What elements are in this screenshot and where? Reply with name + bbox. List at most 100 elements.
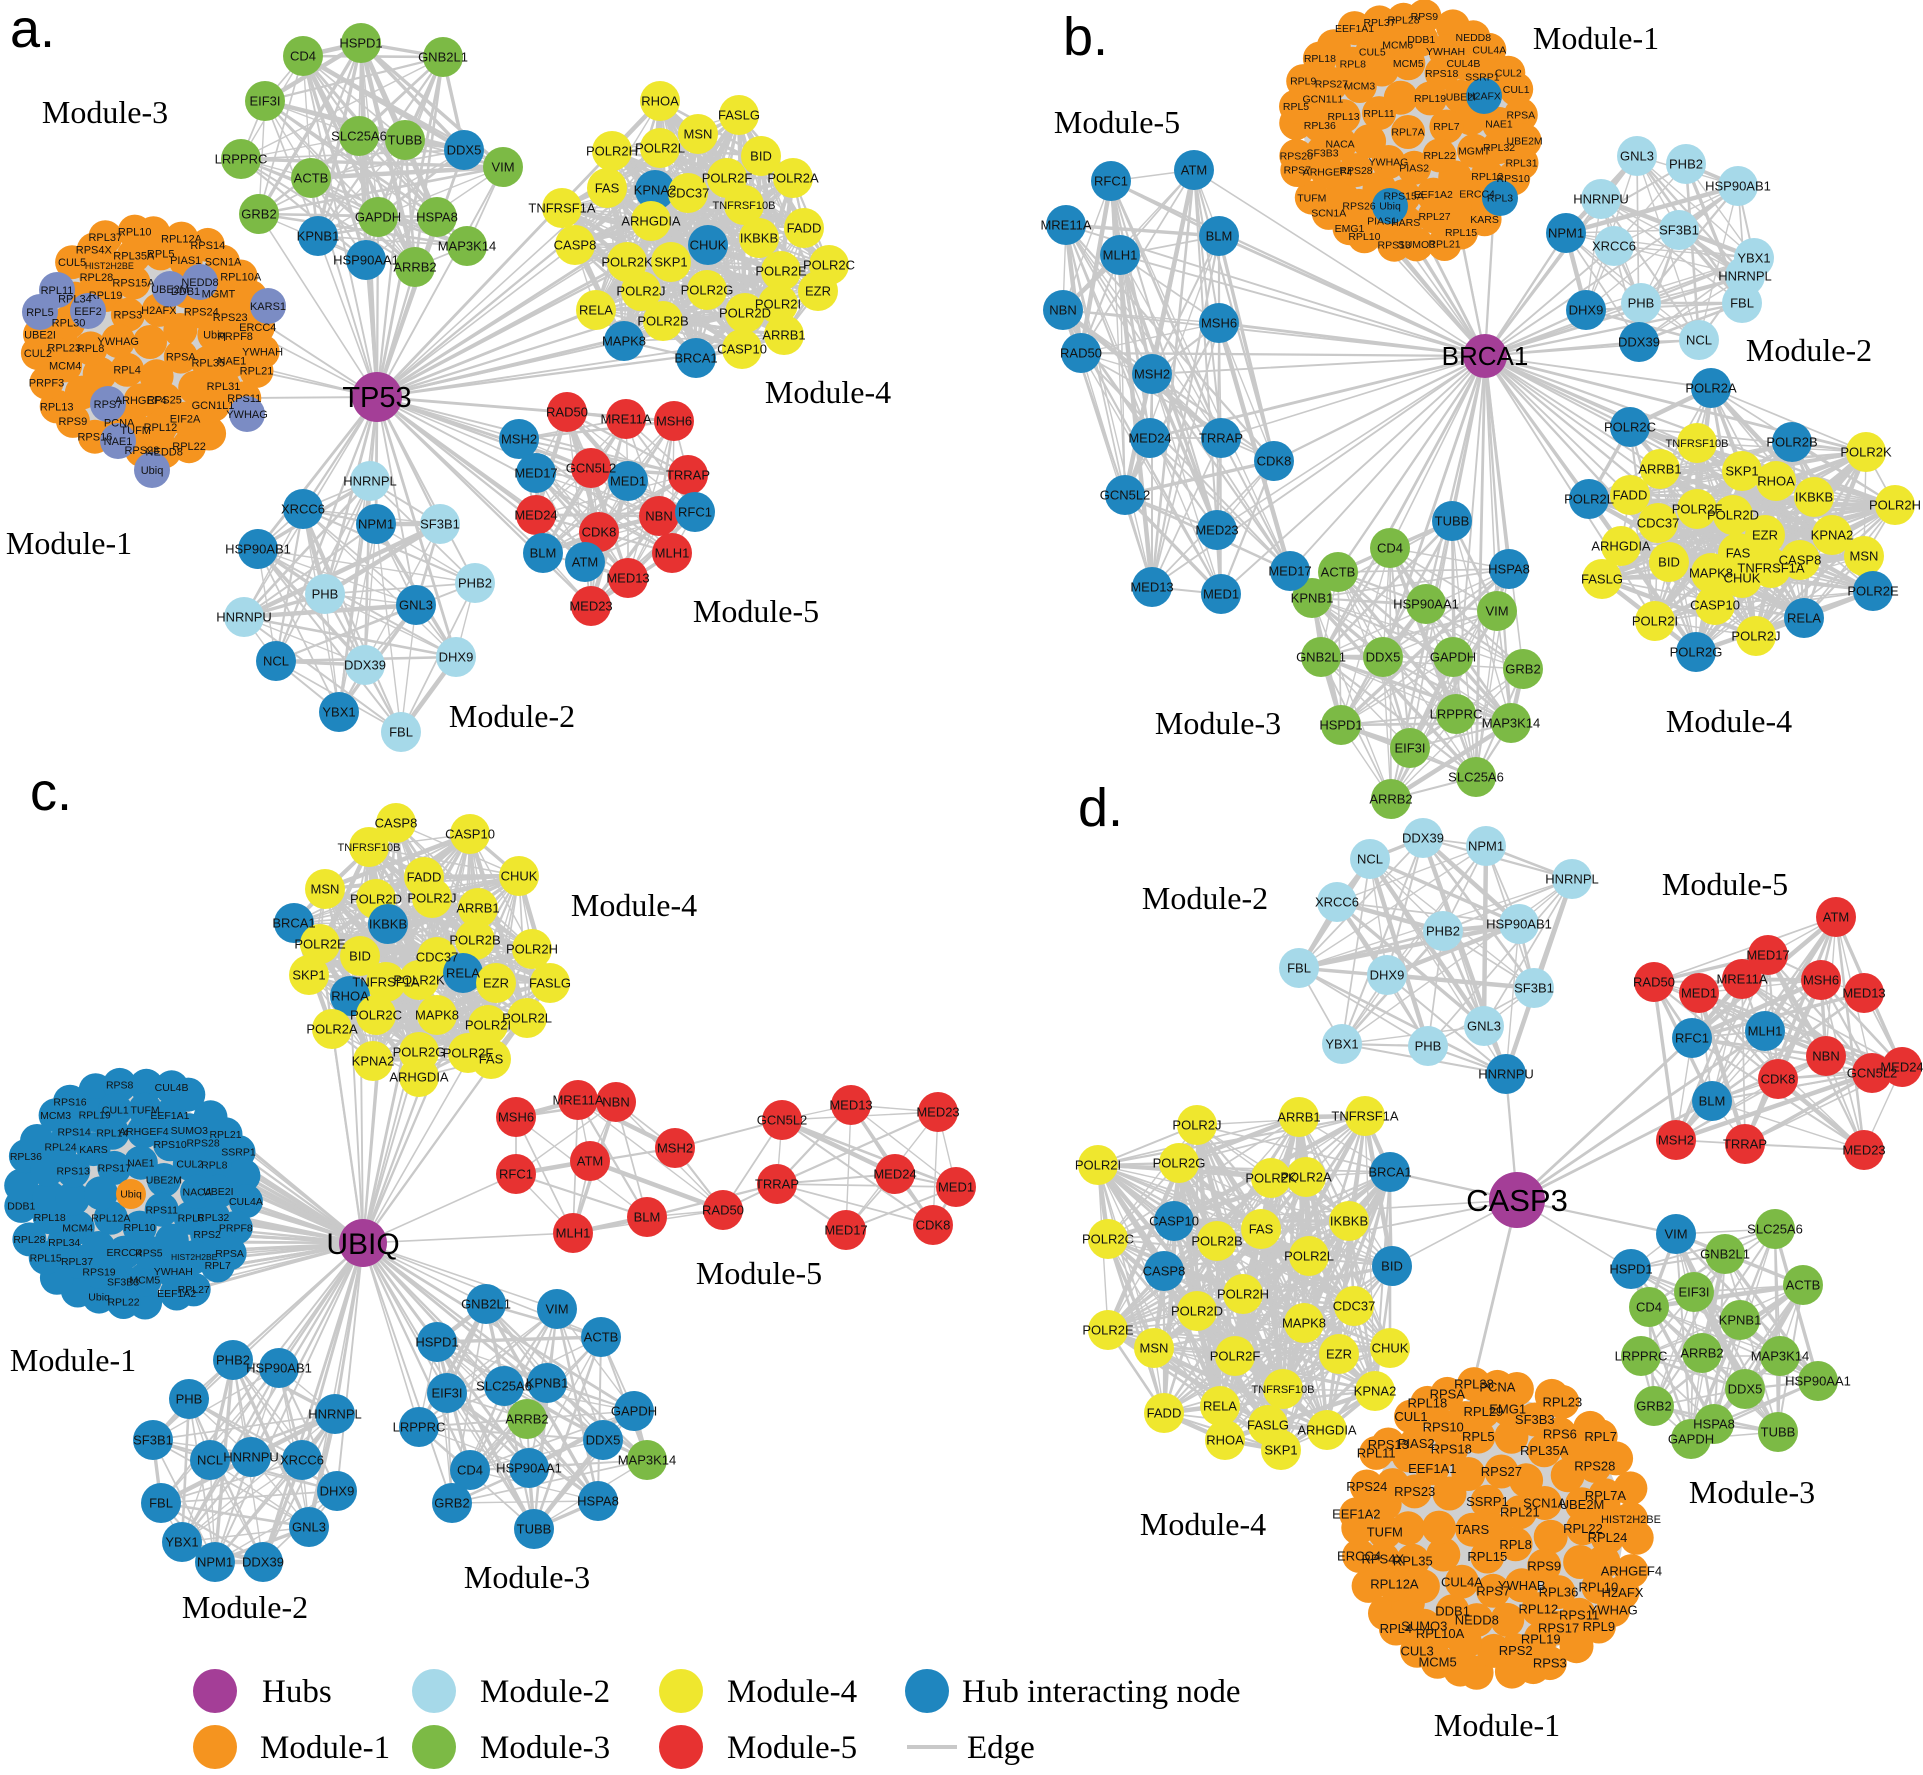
svg-text:DDX39: DDX39: [1402, 831, 1444, 846]
svg-text:MED24: MED24: [1128, 431, 1171, 446]
svg-text:POLR2A: POLR2A: [306, 1022, 358, 1037]
svg-text:ACTB: ACTB: [1321, 565, 1356, 580]
svg-text:GCN5L2: GCN5L2: [566, 461, 617, 476]
svg-text:BID: BID: [750, 149, 772, 164]
svg-text:POLR2D: POLR2D: [1707, 508, 1759, 523]
svg-text:RELA: RELA: [446, 966, 480, 981]
svg-text:MAPK8: MAPK8: [1282, 1316, 1326, 1331]
svg-text:GAPDH: GAPDH: [355, 210, 401, 225]
svg-text:NCL: NCL: [1686, 333, 1712, 348]
svg-text:CUL4A: CUL4A: [1472, 45, 1506, 57]
svg-text:RPL21: RPL21: [1428, 239, 1460, 251]
svg-text:MSH2: MSH2: [501, 432, 537, 447]
svg-text:MED13: MED13: [1130, 580, 1173, 595]
svg-text:Module-1: Module-1: [10, 1342, 136, 1378]
svg-text:RPL15: RPL15: [30, 1253, 62, 1265]
svg-text:RPS7: RPS7: [1284, 165, 1312, 177]
svg-text:RPL37: RPL37: [61, 1256, 93, 1268]
svg-text:DHX9: DHX9: [1569, 303, 1604, 318]
svg-text:RPS11: RPS11: [227, 393, 261, 405]
svg-text:TRRAP: TRRAP: [755, 1177, 799, 1192]
svg-text:MAP3K14: MAP3K14: [618, 1453, 677, 1468]
svg-text:BRCA1: BRCA1: [1442, 341, 1529, 371]
svg-text:PCNA: PCNA: [104, 418, 135, 430]
svg-text:Module-5: Module-5: [696, 1255, 822, 1291]
svg-text:RPL32: RPL32: [1483, 142, 1515, 154]
svg-text:POLR2A: POLR2A: [1280, 1170, 1332, 1185]
svg-text:GNB2L1: GNB2L1: [418, 50, 468, 65]
svg-text:RPL7: RPL7: [1433, 121, 1459, 133]
svg-text:Module-2: Module-2: [1142, 880, 1268, 916]
svg-text:PRPF3: PRPF3: [29, 377, 64, 389]
svg-text:RPL10: RPL10: [118, 226, 152, 238]
svg-text:Module-2: Module-2: [182, 1589, 308, 1625]
svg-text:TUBB: TUBB: [517, 1522, 552, 1537]
svg-text:ARHGDIA: ARHGDIA: [621, 214, 681, 229]
svg-text:PHB: PHB: [176, 1392, 203, 1407]
svg-text:EEF1A1: EEF1A1: [150, 1110, 189, 1122]
svg-text:POLR2E: POLR2E: [755, 264, 807, 279]
svg-text:MSH6: MSH6: [1201, 316, 1237, 331]
svg-text:Module-1: Module-1: [1533, 20, 1659, 56]
svg-text:ACTB: ACTB: [584, 1330, 619, 1345]
svg-text:NCL: NCL: [263, 654, 289, 669]
svg-text:TUFM: TUFM: [1297, 192, 1326, 204]
svg-text:POLR2F: POLR2F: [1210, 1349, 1261, 1364]
svg-text:MED13: MED13: [829, 1098, 872, 1113]
svg-text:RPS9: RPS9: [1411, 11, 1439, 23]
svg-text:MED1: MED1: [1681, 986, 1717, 1001]
svg-text:POLR2I: POLR2I: [1075, 1158, 1121, 1173]
svg-text:CDK8: CDK8: [916, 1218, 951, 1233]
svg-text:EZR: EZR: [1752, 528, 1778, 543]
svg-text:CUL1: CUL1: [102, 1105, 129, 1117]
svg-text:RPL7: RPL7: [1584, 1429, 1617, 1444]
svg-text:POLR2H: POLR2H: [1217, 1287, 1269, 1302]
svg-text:RPL19: RPL19: [89, 290, 123, 302]
svg-text:MED17: MED17: [824, 1223, 867, 1238]
svg-text:EMG1: EMG1: [1335, 223, 1365, 235]
svg-text:RPS6: RPS6: [1543, 1427, 1577, 1442]
svg-text:KPNB1: KPNB1: [1291, 591, 1334, 606]
svg-text:TNFRSF1A: TNFRSF1A: [352, 975, 420, 990]
svg-text:MCM6: MCM6: [1382, 40, 1413, 52]
svg-text:GNL3: GNL3: [292, 1520, 326, 1535]
svg-text:UBE2M: UBE2M: [1507, 135, 1543, 147]
svg-text:Hubs: Hubs: [262, 1674, 332, 1710]
svg-text:UBE2M: UBE2M: [146, 1175, 182, 1187]
svg-text:SLC25A6: SLC25A6: [1747, 1222, 1803, 1237]
svg-text:RFC1: RFC1: [1094, 174, 1128, 189]
svg-text:RPL11: RPL11: [1357, 1446, 1396, 1461]
svg-text:HSPA8: HSPA8: [1693, 1417, 1735, 1432]
svg-text:RPS10: RPS10: [1497, 173, 1530, 185]
svg-text:FADD: FADD: [1147, 1406, 1182, 1421]
svg-text:NEDD8: NEDD8: [146, 446, 183, 458]
svg-text:RPL37: RPL37: [1363, 17, 1395, 29]
svg-text:HSPA8: HSPA8: [577, 1494, 619, 1509]
svg-text:RPS14: RPS14: [190, 240, 225, 252]
svg-text:DDX39: DDX39: [344, 658, 386, 673]
svg-text:RPL5: RPL5: [147, 248, 175, 260]
svg-text:RPS11: RPS11: [1559, 1607, 1599, 1622]
svg-text:RPL27: RPL27: [178, 1284, 210, 1296]
svg-text:RHOA: RHOA: [1206, 1433, 1244, 1448]
svg-text:MSN: MSN: [1140, 1341, 1169, 1356]
svg-text:ARHGEF4: ARHGEF4: [115, 395, 167, 407]
svg-text:EEF1A2: EEF1A2: [157, 1288, 196, 1300]
svg-text:SCN1A: SCN1A: [1523, 1496, 1567, 1511]
svg-text:H2AFX: H2AFX: [1467, 91, 1501, 103]
svg-text:POLR2E: POLR2E: [294, 937, 346, 952]
svg-text:RPL12A: RPL12A: [1370, 1577, 1419, 1592]
svg-text:HSP90AA1: HSP90AA1: [1393, 597, 1459, 612]
svg-text:RPL18: RPL18: [1408, 1395, 1448, 1410]
svg-text:HSP90AA1: HSP90AA1: [1785, 1374, 1851, 1389]
svg-text:RPSA: RPSA: [166, 352, 197, 364]
svg-text:RPL10: RPL10: [1348, 231, 1380, 243]
svg-text:MSH2: MSH2: [657, 1141, 693, 1156]
svg-text:ARRB2: ARRB2: [1369, 792, 1412, 807]
svg-text:CUL2: CUL2: [1495, 67, 1522, 79]
svg-text:RELA: RELA: [579, 303, 613, 318]
svg-text:POLR2D: POLR2D: [350, 892, 402, 907]
svg-text:BRCA1: BRCA1: [272, 916, 315, 931]
svg-text:FADD: FADD: [787, 221, 822, 236]
svg-text:MSH2: MSH2: [1658, 1133, 1694, 1148]
